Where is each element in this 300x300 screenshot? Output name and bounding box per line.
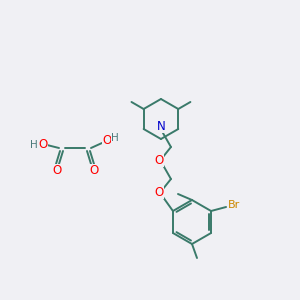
Text: Br: Br [228,200,240,210]
Text: O: O [102,134,112,148]
Text: O: O [38,139,48,152]
Text: H: H [111,133,119,143]
Text: N: N [157,119,165,133]
Text: O: O [154,185,164,199]
Text: O: O [154,154,164,166]
Text: H: H [30,140,38,150]
Text: O: O [52,164,62,176]
Text: O: O [89,164,99,176]
